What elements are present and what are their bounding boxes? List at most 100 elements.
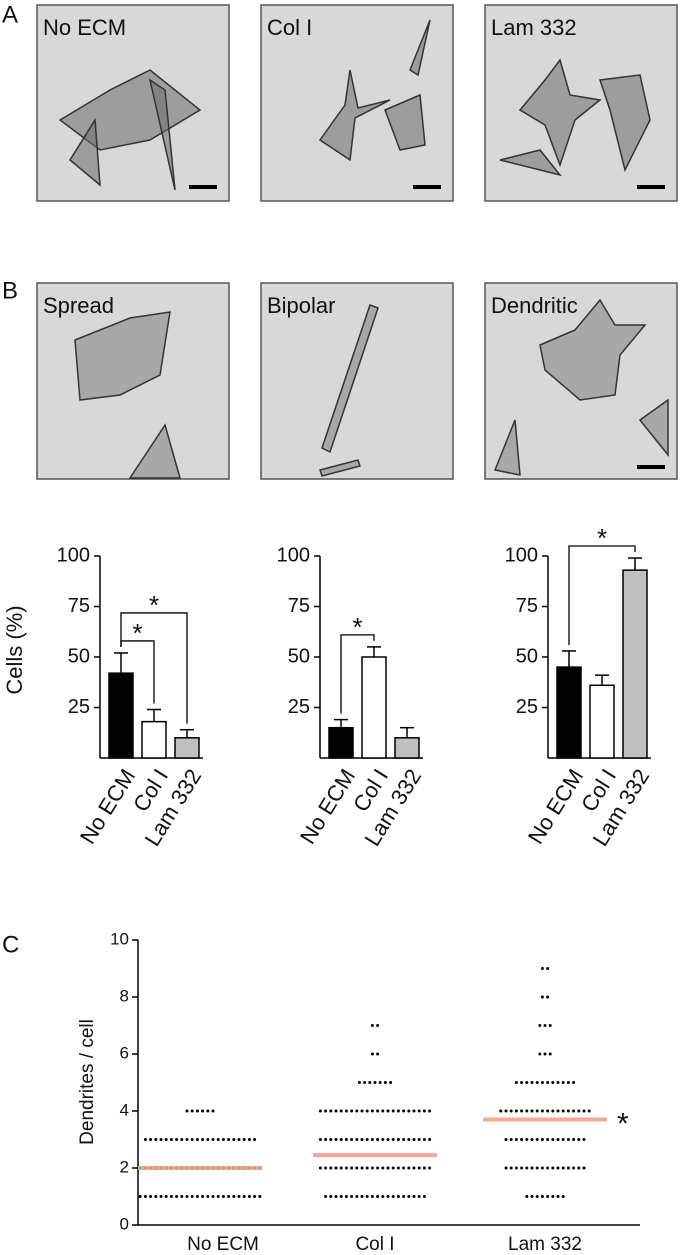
dot [373, 1081, 377, 1084]
dot [556, 1166, 560, 1170]
dot [190, 1109, 194, 1113]
image-label: Spread [43, 293, 114, 318]
dot [540, 1195, 544, 1198]
x-tick-label: No ECM [523, 764, 588, 848]
dot [355, 1195, 359, 1198]
dot [318, 1166, 322, 1170]
dot [201, 1138, 205, 1141]
dot [530, 1166, 534, 1170]
dot [185, 1138, 189, 1141]
dot [376, 1195, 380, 1198]
image-label: Dendritic [491, 293, 578, 318]
dot [350, 1138, 354, 1141]
dot [258, 1195, 262, 1198]
dot [211, 1195, 215, 1198]
dot [386, 1195, 390, 1198]
dot [422, 1195, 426, 1198]
dot [253, 1138, 257, 1141]
x-tick-label: No ECM [187, 1234, 259, 1255]
dot [402, 1138, 406, 1141]
dot [143, 1138, 147, 1141]
bar [108, 672, 134, 759]
dot [540, 1109, 544, 1113]
dot [221, 1138, 225, 1141]
dot [376, 1138, 380, 1141]
panel-label: A [2, 1, 18, 28]
dot [355, 1166, 359, 1170]
y-tick-label: 50 [288, 645, 310, 667]
y-axis-label: Dendrites / cell [77, 1019, 98, 1145]
dot [221, 1195, 225, 1198]
dot [548, 1024, 552, 1027]
dot [334, 1195, 338, 1198]
dot [514, 1166, 518, 1170]
dot [329, 1166, 333, 1170]
dot [376, 1109, 380, 1113]
dot [370, 1024, 374, 1027]
dot [344, 1138, 348, 1141]
dot [561, 1195, 565, 1198]
dot [540, 1166, 544, 1170]
dot [242, 1138, 246, 1141]
dot [350, 1166, 354, 1170]
dot [572, 1109, 576, 1113]
panel-label: C [2, 931, 19, 958]
dot [339, 1109, 343, 1113]
dot [582, 1109, 586, 1113]
dot [329, 1195, 333, 1198]
dot [525, 1195, 529, 1198]
y-tick-label: 4 [120, 1100, 129, 1119]
dot [389, 1081, 393, 1084]
dot [396, 1195, 400, 1198]
micrographs: No ECM Col I Lam 332 Spread Bipolar Dendritic [36, 4, 678, 480]
dot [561, 1081, 565, 1084]
dot [318, 1138, 322, 1141]
dot [164, 1138, 168, 1141]
panel-label: B [2, 277, 18, 304]
dot [520, 1109, 524, 1113]
dot [412, 1195, 416, 1198]
dot [185, 1195, 189, 1198]
dot [538, 1024, 542, 1027]
dot [143, 1195, 147, 1198]
y-tick-label: 0 [120, 1214, 129, 1233]
dot [572, 1081, 576, 1084]
dot [548, 1052, 552, 1056]
dot [556, 1081, 560, 1084]
dot [370, 1195, 374, 1198]
dot [344, 1166, 348, 1170]
dot [587, 1109, 591, 1113]
dot [396, 1138, 400, 1141]
dot [402, 1109, 406, 1113]
cell-shape [409, 19, 431, 77]
dot [154, 1195, 158, 1198]
scale-bar [189, 185, 217, 189]
dot [577, 1109, 581, 1113]
dot [370, 1052, 374, 1056]
dot [360, 1109, 364, 1113]
dot [363, 1081, 367, 1084]
dot [546, 1081, 550, 1084]
dot [543, 1024, 547, 1027]
micrograph [260, 282, 454, 480]
dot [546, 1138, 550, 1141]
dot [582, 1166, 586, 1170]
dot [543, 1052, 547, 1056]
dot [175, 1195, 179, 1198]
dot [324, 1138, 328, 1141]
dot [520, 1166, 524, 1170]
dot [407, 1195, 411, 1198]
dot [402, 1195, 406, 1198]
image-label: Bipolar [267, 293, 335, 318]
dot [329, 1109, 333, 1113]
dot [360, 1166, 364, 1170]
dot [370, 1138, 374, 1141]
dot [339, 1166, 343, 1170]
dot [378, 1081, 382, 1084]
x-tick-label: Col I [355, 1234, 394, 1255]
dot [577, 1138, 581, 1141]
dot [514, 1081, 518, 1084]
y-tick-label: 8 [120, 986, 129, 1005]
dot [201, 1109, 205, 1113]
dot [530, 1195, 534, 1198]
